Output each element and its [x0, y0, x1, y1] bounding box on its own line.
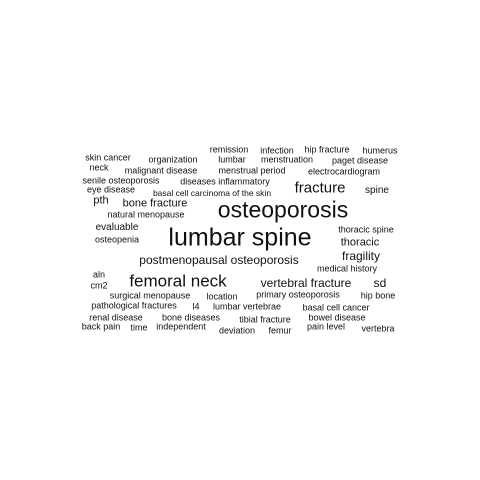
word-menstruation: menstruation — [260, 154, 314, 165]
word-electrocardiogram: electrocardiogram — [307, 166, 381, 177]
word-pathological-fractures: pathological fractures — [91, 300, 177, 311]
word-basal-cell-carcinoma-of-the-skin: basal cell carcinoma of the skin — [152, 187, 272, 198]
word-time: time — [130, 322, 148, 333]
word-skin-cancer: skin cancer — [85, 152, 131, 163]
word-osteopenia: osteopenia — [94, 234, 140, 245]
word-location: location — [206, 291, 238, 302]
word-pain-level: pain level — [306, 321, 346, 332]
word-paget-disease: paget disease — [331, 155, 389, 166]
word-renal-disease: renal disease — [89, 312, 143, 323]
word-pth: pth — [93, 194, 109, 207]
word-organization: organization — [148, 154, 198, 165]
word-femoral-neck: femoral neck — [129, 271, 227, 291]
word-hip-fracture: hip fracture — [304, 144, 350, 155]
word-bone-fracture: bone fracture — [122, 197, 188, 210]
word-back-pain: back pain — [81, 321, 121, 332]
word-primary-osteoporosis: primary osteoporosis — [256, 289, 340, 300]
word-evaluable: evaluable — [95, 222, 139, 233]
word-humerus: humerus — [362, 145, 398, 156]
word-l4: l4 — [192, 301, 200, 312]
word-aln: aln — [92, 269, 106, 280]
word-vertebral-fracture: vertebral fracture — [260, 276, 352, 290]
word-lumbar-vertebrae: lumbar vertebrae — [212, 301, 282, 312]
word-diseases-inflammatory: diseases inflammatory — [180, 176, 270, 187]
word-deviation: deviation — [218, 325, 256, 336]
word-fracture: fracture — [294, 179, 346, 197]
word-remission: remission — [209, 144, 249, 155]
word-vertebra: vertebra — [361, 323, 395, 334]
word-independent: independent — [156, 321, 206, 332]
word-hip-bone: hip bone — [360, 290, 396, 301]
word-sd: sd — [373, 276, 387, 290]
word-infection: infection — [260, 145, 294, 156]
word-lumbar-spine: lumbar spine — [168, 223, 312, 252]
word-eye-disease: eye disease — [86, 184, 136, 195]
word-fragility: fragility — [341, 249, 381, 263]
word-spine: spine — [365, 185, 389, 196]
word-cm2: cm2 — [90, 280, 108, 291]
word-menstrual-period: menstrual period — [218, 165, 286, 176]
word-femur: femur — [268, 325, 292, 336]
word-natural-menopause: natural menopause — [107, 209, 185, 220]
word-malignant-disease: malignant disease — [124, 165, 198, 176]
word-senile-osteoporosis: senile osteoporosis — [82, 175, 160, 186]
word-thoracic-spine: thoracic spine — [338, 224, 394, 235]
word-osteoporosis: osteoporosis — [217, 196, 349, 223]
word-postmenopausal-osteoporosis: postmenopausal osteoporosis — [139, 253, 299, 267]
word-lumbar: lumbar — [218, 154, 246, 165]
word-tibial-fracture: tibial fracture — [239, 314, 291, 325]
word-surgical-menopause: surgical menopause — [109, 290, 191, 301]
word-bone-diseases: bone diseases — [161, 312, 221, 323]
word-thoracic: thoracic — [340, 236, 380, 249]
word-basal-cell-cancer: basal cell cancer — [302, 302, 370, 313]
word-medical-history: medical history — [316, 263, 378, 274]
word-bowel-disease: bowel disease — [308, 312, 366, 323]
word-neck: neck — [89, 162, 109, 173]
